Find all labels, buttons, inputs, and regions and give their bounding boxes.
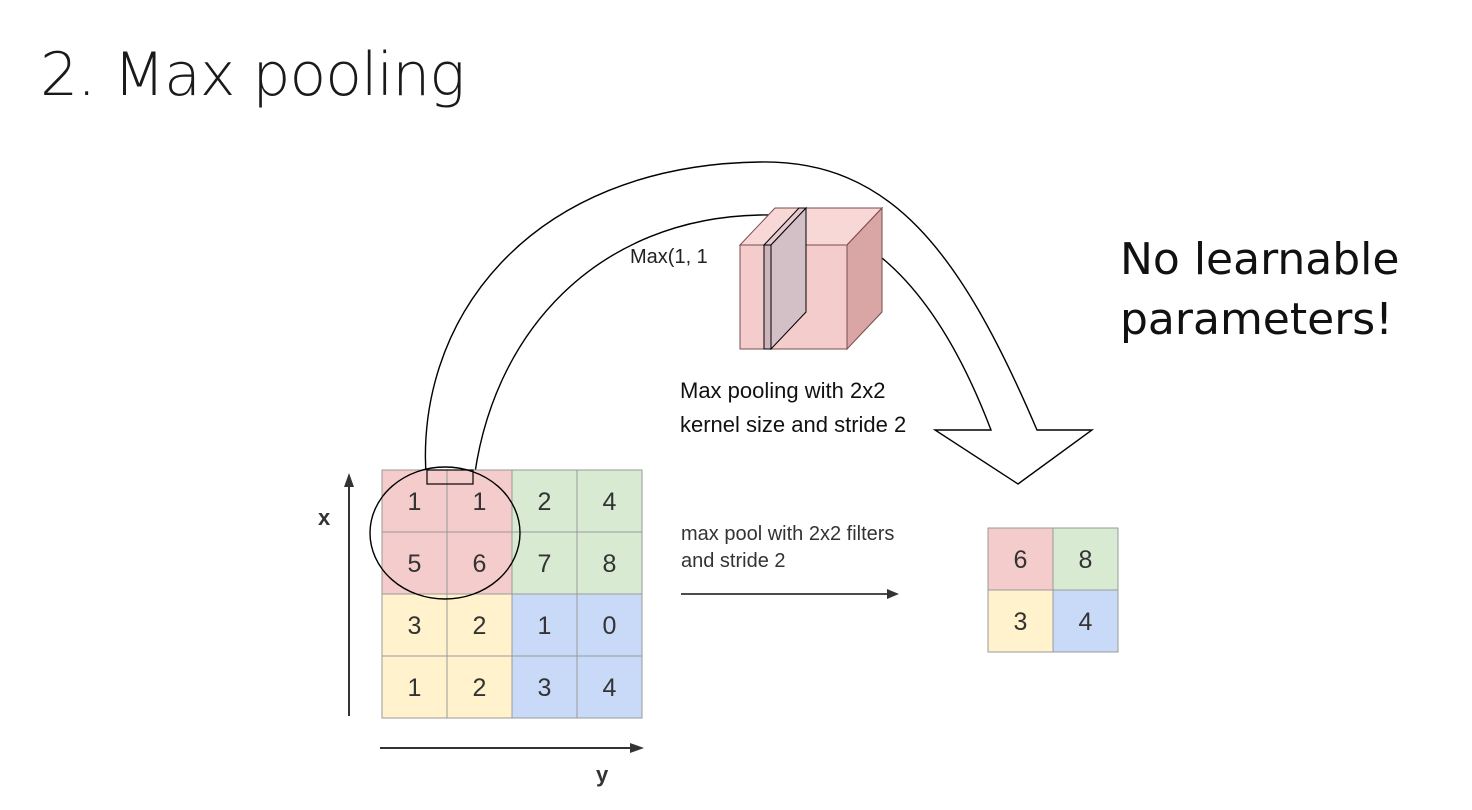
- input-grid-cell-value: 1: [408, 674, 422, 702]
- input-grid-cell: [511, 469, 578, 533]
- operation-line-2: and stride 2: [681, 550, 786, 572]
- feature-cube: [738, 206, 884, 351]
- output-grid-cell-value: 3: [1014, 608, 1028, 636]
- output-grid-cell-value: 6: [1014, 546, 1028, 574]
- operation-line-1: max pool with 2x2 filters: [681, 523, 894, 545]
- input-grid-cell-value: 1: [408, 488, 422, 516]
- input-grid-cell: [381, 655, 448, 719]
- caption-line-1: Max pooling with 2x2: [680, 378, 885, 403]
- cube-label: Max(1, 1: [630, 246, 708, 268]
- cube-slice-front: [763, 244, 772, 350]
- output-grid-cell: [1052, 527, 1119, 591]
- input-grid-cell-value: 8: [603, 550, 617, 578]
- input-grid-cell: [576, 469, 643, 533]
- y-axis-arrowhead: [630, 743, 644, 753]
- input-grid-cell-value: 4: [603, 674, 617, 702]
- callout-line-2: parameters!: [1120, 294, 1393, 345]
- input-grid-cell: [576, 531, 643, 595]
- input-grid-cell: [446, 531, 513, 595]
- output-grid: 6 8 3 4: [987, 527, 1119, 653]
- input-grid-cell-value: 1: [538, 612, 552, 640]
- output-grid-cell-value: 8: [1079, 546, 1093, 574]
- input-grid-cell-value: 2: [538, 488, 552, 516]
- input-grid-cell-value: 3: [408, 612, 422, 640]
- operation-arrowhead: [887, 589, 899, 599]
- input-grid-cell-value: 3: [538, 674, 552, 702]
- input-grid-cell-value: 0: [603, 612, 617, 640]
- input-grid-cell-value: 2: [473, 612, 487, 640]
- input-grid-cell: [511, 655, 578, 719]
- output-grid-cell: [987, 589, 1054, 653]
- x-axis-label: x: [318, 505, 331, 530]
- input-grid-cell: [576, 593, 643, 657]
- output-grid-cell-value: 4: [1079, 608, 1093, 636]
- output-grid-cell: [987, 527, 1054, 591]
- pooling-window-circle: [369, 466, 521, 600]
- input-grid-cell-value: 2: [473, 674, 487, 702]
- callout-text: No learnable parameters!: [1120, 230, 1440, 350]
- y-axis-label: y: [596, 762, 609, 787]
- callout-line-1: No learnable: [1120, 234, 1400, 285]
- x-axis-arrowhead: [344, 473, 354, 487]
- input-grid-cell: [381, 531, 448, 595]
- curved-arrow: [424, 161, 1095, 489]
- input-grid: 1 1 2 4 5 6 7 8 3 2 1 0 1 2 3 4: [381, 469, 643, 719]
- input-grid-cell: [381, 593, 448, 657]
- slide-title: 2. Max pooling: [40, 40, 465, 110]
- input-grid-cell: [576, 655, 643, 719]
- input-grid-cell: [446, 655, 513, 719]
- input-grid-cell-value: 6: [473, 550, 487, 578]
- input-grid-cell-value: 7: [538, 550, 552, 578]
- input-grid-cell-value: 4: [603, 488, 617, 516]
- pooling-window-marker: [426, 469, 474, 485]
- caption-line-2: kernel size and stride 2: [680, 412, 906, 437]
- input-grid-cell-value: 5: [408, 550, 422, 578]
- input-grid-cell-value: 1: [473, 488, 487, 516]
- output-grid-cell: [1052, 589, 1119, 653]
